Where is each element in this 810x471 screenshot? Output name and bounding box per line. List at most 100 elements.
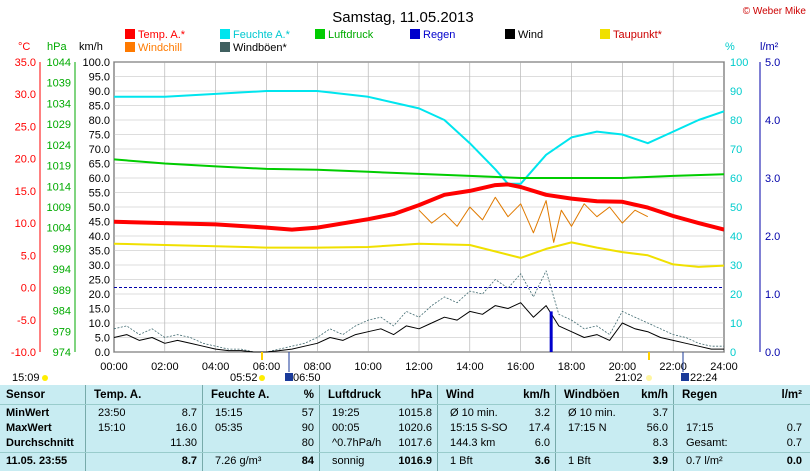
pressure-tick: 1004 <box>47 223 71 235</box>
table-header: Regen <box>682 389 718 401</box>
pressure-tick: 974 <box>53 347 71 359</box>
legend-swatch <box>125 42 135 52</box>
humidity-tick: 20 <box>730 289 742 301</box>
wind-tick: 40.0 <box>89 231 110 243</box>
rain-tick: 0.0 <box>765 347 780 359</box>
table-cell-sub: 15:15 S-SO <box>450 422 508 434</box>
table-cell-value: 17.4 <box>528 422 550 434</box>
rain-tick: 5.0 <box>765 57 780 69</box>
legend-swatch <box>315 29 325 39</box>
table-cell-value: 1016.9 <box>398 455 432 467</box>
wind-tick: 15.0 <box>89 304 110 316</box>
humidity-tick: 60 <box>730 173 742 185</box>
unit-rain: l/m² <box>760 41 779 53</box>
legend: Temp. A.* Feuchte A.* Luftdruck Regen Wind Ta… <box>125 29 663 54</box>
pressure-tick: 1019 <box>47 161 71 173</box>
table-cell-sub: 15:15 <box>215 407 243 419</box>
pressure-tick: 999 <box>53 243 71 255</box>
humidity-tick: 80 <box>730 115 742 127</box>
table-row-label: 11.05. 23:55 <box>6 455 68 467</box>
rain-bar <box>549 311 553 352</box>
legend-label: Windböen* <box>233 42 288 54</box>
pressure-tick: 1034 <box>47 98 71 110</box>
series-gust <box>113 270 724 353</box>
table-cell-value: 1020.6 <box>398 422 432 434</box>
table-cell-value: 84 <box>301 455 314 467</box>
table-header-unit: km/h <box>523 389 550 401</box>
table-cell-sub: 144.3 km <box>450 437 496 449</box>
table-cell-sub: Ø 10 min. <box>568 407 616 419</box>
temp-tick: 25.0 <box>15 121 36 133</box>
table-header-unit: l/m² <box>781 389 802 401</box>
series-windchill <box>418 196 649 243</box>
wind-tick: 60.0 <box>89 173 110 185</box>
legend-label: Temp. A.* <box>138 29 186 41</box>
wind-tick: 55.0 <box>89 188 110 200</box>
table-cell-value: 57 <box>301 407 314 419</box>
table-cell-value: 0.0 <box>786 455 802 467</box>
x-tick: 12:00 <box>405 361 433 373</box>
wind-tick: 5.0 <box>95 333 110 345</box>
humidity-tick: 100 <box>730 57 748 69</box>
series-humidity <box>114 90 725 185</box>
table-cell-value: 11.30 <box>170 437 197 449</box>
table-header: Luftdruck <box>328 389 382 401</box>
table-cell-sub: 1 Bft <box>568 455 591 467</box>
rain-tick: 2.0 <box>765 231 780 243</box>
table-divider <box>202 385 203 471</box>
humidity-tick: 90 <box>730 86 742 98</box>
sun-icon <box>42 375 48 381</box>
table-cell-value: 0.7 <box>786 437 802 449</box>
table-cell-value: 8.7 <box>181 455 197 467</box>
table-cell-value: 0.7 <box>786 422 802 434</box>
legend-label: Regen <box>423 29 455 41</box>
table-cell-value: 6.0 <box>534 437 550 449</box>
moonset-time: 22:24 <box>690 372 718 384</box>
legend-swatch <box>410 29 420 39</box>
wind-tick: 45.0 <box>89 217 110 229</box>
unit-wind: km/h <box>79 41 103 53</box>
table-header: Temp. A. <box>94 389 142 401</box>
table-divider <box>85 385 86 471</box>
wind-tick: 70.0 <box>89 144 110 156</box>
x-tick: 04:00 <box>202 361 230 373</box>
wind-tick: 10.0 <box>89 318 110 330</box>
table-cell-value: 3.7 <box>652 407 668 419</box>
humidity-tick: 10 <box>730 318 742 330</box>
rain-tick: 3.0 <box>765 173 780 185</box>
series-dewpoint <box>113 241 725 268</box>
pressure-tick: 1044 <box>47 57 71 69</box>
wind-tick: 85.0 <box>89 101 110 113</box>
table-divider <box>555 385 556 471</box>
pressure-tick: 1039 <box>47 78 71 90</box>
credit-label: © Weber Mike <box>743 6 807 17</box>
legend-label: Luftdruck <box>328 29 374 41</box>
humidity-tick: 0 <box>730 347 736 359</box>
pressure-tick: 1014 <box>47 181 71 193</box>
wind-tick: 20.0 <box>89 289 110 301</box>
table-cell-sub: 19:25 <box>332 407 360 419</box>
sun-icon <box>259 375 265 381</box>
axes: 35.0 30.0 25.0 20.0 15.0 10.0 5.0 0.0 -5.0 -10.0 1… <box>11 57 780 373</box>
table-cell-sub: 05:35 <box>215 422 243 434</box>
table-header-unit: % <box>303 389 314 401</box>
unit-temp: °C <box>18 41 30 53</box>
table-header: Feuchte A. <box>211 389 270 401</box>
rain-tick: 1.0 <box>765 289 780 301</box>
temp-tick: 10.0 <box>15 218 36 230</box>
legend-label: Feuchte A.* <box>233 29 291 41</box>
moon-icon <box>285 373 293 381</box>
legend-label: Taupunkt* <box>613 29 663 41</box>
table-cell-sub: 1 Bft <box>450 455 473 467</box>
table-header: Sensor <box>6 389 45 401</box>
weather-chart: Samstag, 11.05.2013 © Weber Mike Temp. A… <box>11 6 807 384</box>
humidity-tick: 50 <box>730 202 742 214</box>
pressure-tick: 979 <box>53 326 71 338</box>
pressure-tick: 1009 <box>47 202 71 214</box>
temp-tick: 35.0 <box>15 57 36 69</box>
grid <box>113 61 725 353</box>
table-cell-value: 80 <box>301 437 314 449</box>
table-header-unit: hPa <box>410 389 432 401</box>
pressure-tick: 984 <box>53 306 71 318</box>
sunset-time: 21:02 <box>615 372 643 384</box>
